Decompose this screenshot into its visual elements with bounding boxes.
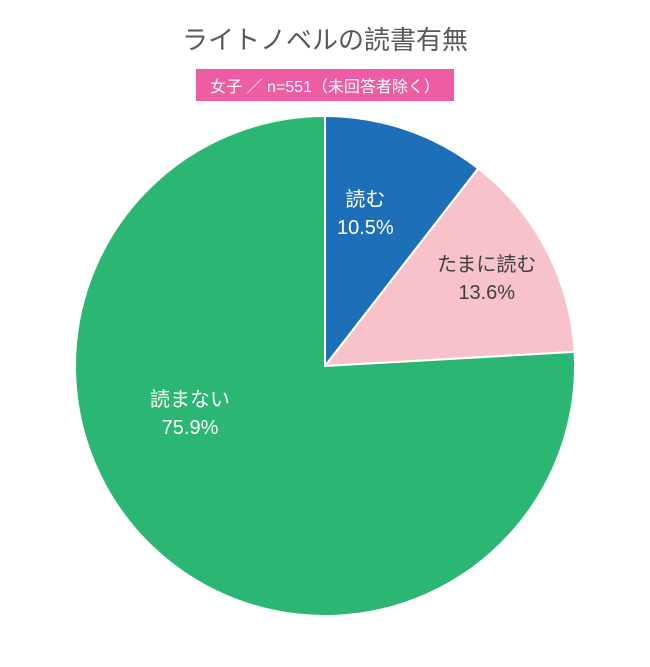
slice-percent: 10.5% <box>337 217 394 239</box>
chart-subtitle-badge: 女子 ／ n=551（未回答者除く） <box>196 69 454 101</box>
slice-name: たまに読む <box>437 254 536 276</box>
chart-title: ライトノベルの読書有無 <box>182 20 468 57</box>
pie-chart-svg <box>75 116 575 616</box>
slice-label-read: 読む 10.5% <box>337 186 394 242</box>
slice-percent: 13.6% <box>458 282 515 304</box>
slice-percent: 75.9% <box>162 417 219 439</box>
slice-label-dont-read: 読まない 75.9% <box>150 386 230 442</box>
pie-chart-container: 読む 10.5% たまに読む 13.6% 読まない 75.9% <box>75 116 575 616</box>
slice-name: 読む <box>345 189 385 211</box>
slice-name: 読まない <box>150 389 230 411</box>
slice-label-sometimes: たまに読む 13.6% <box>437 251 536 307</box>
